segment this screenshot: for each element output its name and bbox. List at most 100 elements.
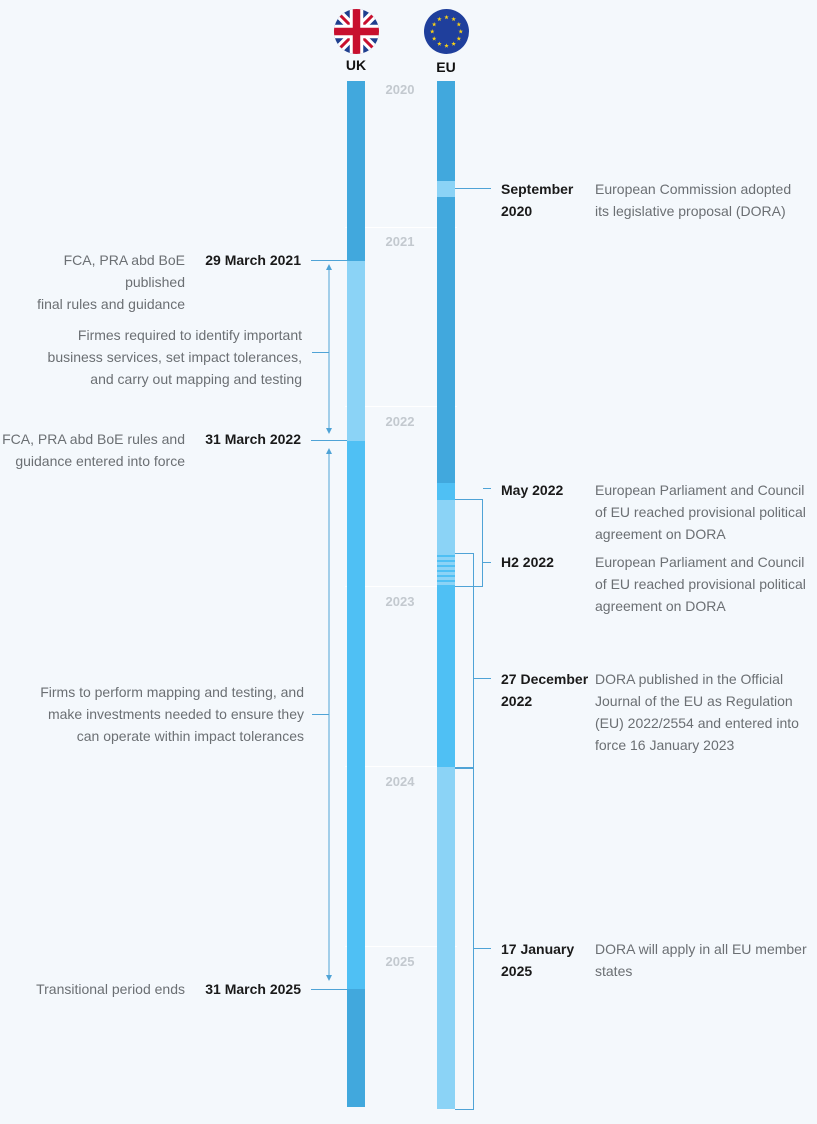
eu-star-icon [451,16,456,22]
text-line: European Commission adopted [595,181,792,197]
eu-star-icon [431,21,437,27]
eu-bar-segment [437,767,455,1109]
text-line: 2020 [501,203,533,219]
eu-event-date: H2 2022 [501,551,593,573]
uk-connector [311,260,347,261]
text-line: DORA will apply in all EU member [595,941,807,957]
text-line: European Parliament and Council [595,554,805,570]
text-line: 2025 [501,963,533,979]
text-line: agreement on DORA [595,598,726,614]
text-line: guidance entered into force [15,453,185,469]
year-divider [345,406,457,407]
text-line: states [595,963,633,979]
uk-period-description: Firms to perform mapping and testing, an… [0,681,304,747]
text-line: Firmes required to identify important [77,327,302,343]
uk-label: UK [345,57,367,73]
eu-bracket-h2-2022 [455,553,474,768]
eu-bracket-application [455,768,474,1110]
text-line: make investments needed to ensure they [47,706,304,722]
eu-label: EU [436,59,456,75]
eu-bar-segment-hatched [437,552,455,586]
text-line: agreement on DORA [595,526,726,542]
year-label: 2021 [385,234,415,249]
uk-connector [311,440,347,441]
eu-bar-segment [437,483,455,500]
eu-star-icon [437,41,442,46]
eu-bracket-may-2022 [455,499,483,587]
eu-event-date: 17 January 2025 [501,938,593,982]
uk-event-description: Transitional period ends [0,978,185,1000]
uk-event-date: 31 March 2025 [205,981,301,997]
text-line: of EU reached provisional political [595,504,806,520]
uk-bar-segment [347,441,365,989]
text-line: May 2022 [501,482,564,498]
uk-event-date: 31 March 2022 [205,431,301,447]
text-line: and carry out mapping and testing [90,371,302,387]
eu-event-description: European Commission adopted its legislat… [595,178,817,222]
eu-connector [483,562,491,563]
text-line: (EU) 2022/2554 and entered into [595,715,799,731]
year-label: 2022 [385,414,415,429]
year-label: 2024 [385,774,415,789]
eu-event-description: European Parliament and Council of EU re… [595,479,817,545]
text-line: H2 2022 [501,554,554,570]
eu-connector [474,678,491,679]
text-line: 2022 [501,693,533,709]
eu-star-icon [451,41,456,46]
year-divider [345,227,457,228]
eu-star-icon [437,16,442,22]
text-line: its legislative proposal (DORA) [595,203,786,219]
eu-event-date: 27 December 2022 [501,668,593,712]
text-line: final rules and guidance [37,296,185,312]
uk-event-description: FCA, PRA abd BoE published final rules a… [0,249,185,315]
eu-connector [474,948,491,949]
uk-period-arrow [326,264,332,434]
text-line: FCA, PRA abd BoE published [63,252,185,290]
eu-event-date: May 2022 [501,479,593,501]
text-line: of EU reached provisional political [595,576,806,592]
text-line: Firms to perform mapping and testing, an… [40,684,304,700]
eu-bar-segment [437,81,455,181]
eu-bar-segment [437,181,455,197]
eu-event-description: DORA will apply in all EU member states [595,938,817,982]
eu-star-icon [444,14,449,20]
eu-event-description: DORA published in the Official Journal o… [595,668,817,756]
eu-star-icon [456,21,462,27]
text-line: 17 January [501,941,575,957]
eu-connector [483,488,491,489]
eu-star-icon [444,43,449,48]
year-divider [345,946,457,947]
uk-connector [311,989,347,990]
uk-period-description: Firmes required to identify important bu… [0,324,302,390]
eu-bar-segment [437,500,455,552]
eu-star-icon [431,36,437,41]
eu-bar-segment [437,197,455,483]
text-line: can operate within impact tolerances [76,728,304,744]
eu-connector [455,188,491,189]
eu-star-icon [456,36,462,41]
uk-event-description: FCA, PRA abd BoE rules and guidance ente… [0,428,185,472]
uk-flag-icon [334,9,379,54]
text-line: FCA, PRA abd BoE rules and [2,431,185,447]
uk-bar-segment [347,989,365,1107]
uk-connector [312,714,329,715]
text-line: business services, set impact tolerances… [47,349,302,365]
year-divider [345,766,457,767]
text-line: Transitional period ends [36,981,185,997]
uk-bar-segment [347,81,365,261]
year-divider [345,586,457,587]
eu-event-date: September 2020 [501,178,593,222]
year-label: 2020 [385,82,415,97]
eu-flag-icon [424,9,469,54]
text-line: European Parliament and Council [595,482,805,498]
eu-event-description: European Parliament and Council of EU re… [595,551,817,617]
uk-bar-segment [347,261,365,441]
text-line: force 16 January 2023 [595,737,735,753]
year-label: 2025 [385,954,415,969]
uk-event-date: 29 March 2021 [205,252,301,268]
eu-star-icon [458,29,464,34]
text-line: DORA published in the Official [595,671,784,687]
uk-connector [312,352,329,353]
uk-period-arrow [326,448,332,981]
eu-star-icon [429,29,435,34]
